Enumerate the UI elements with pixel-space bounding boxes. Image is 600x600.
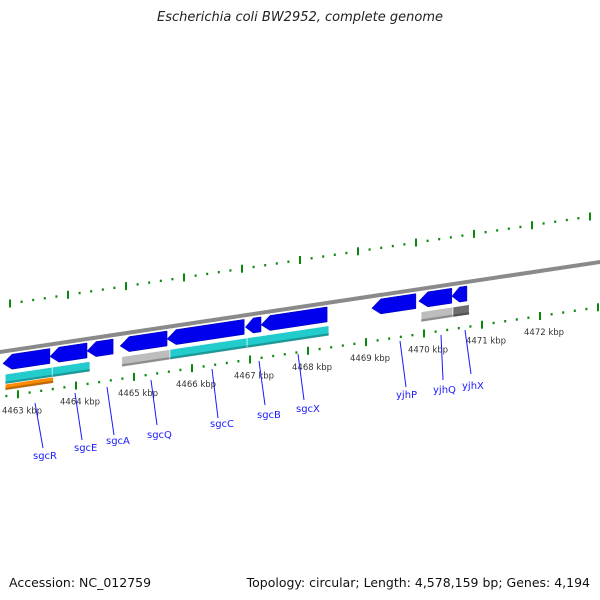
gene-bar-shadow [5, 380, 54, 391]
cds-track [2, 285, 468, 370]
tick-label: 4463 kbp [2, 406, 42, 416]
tick-label: 4469 kbp [350, 354, 390, 364]
gene-label-sgcq: sgcQ [147, 430, 172, 441]
gene-label-sgca: sgcA [106, 436, 130, 447]
cds-arrow-sgcr [2, 348, 51, 370]
accession-text: Accession: NC_012759 [9, 575, 152, 590]
tick-label: 4464 kbp [60, 398, 100, 408]
gene-bar-shadow [121, 357, 170, 367]
cds-arrow-sgce [49, 342, 88, 363]
gene-bar-shadow [453, 312, 470, 318]
gene-bar [452, 304, 470, 318]
leader-line [464, 329, 472, 375]
cds-arrow-sgcb [244, 316, 262, 334]
leader-line [399, 340, 407, 388]
tick-label: 4472 kbp [524, 328, 564, 338]
cds-arrow-yjhx [451, 285, 468, 303]
gene-bar-shadow [169, 345, 248, 360]
gene-label-yjhp: yjhP [396, 390, 417, 401]
cds-arrow-sgcq [119, 330, 168, 352]
tick-label: 4471 kbp [466, 337, 506, 347]
leader-line [34, 402, 44, 449]
gene-bar-shadow [421, 314, 453, 322]
gene-label-sgcr: sgcR [33, 451, 57, 462]
leader-line [440, 334, 444, 381]
outer-ruler [9, 212, 591, 308]
leader-line [258, 360, 266, 406]
gene-bar-shadow [247, 333, 329, 348]
tick-label: 4466 kbp [176, 380, 216, 390]
leader-line [106, 386, 115, 436]
topology-text: Topology: circular; Length: 4,578,159 bp… [246, 575, 590, 590]
gene-label-sgce: sgcE [74, 443, 97, 454]
gene-bar [51, 361, 91, 378]
gene-labels: sgcR sgcE sgcA sgcQ sgcC sgcB sgcX yjhP yjhQ yjhX [33, 329, 484, 462]
inner-ruler: 4463 kbp 4464 kbp 4465 kbp 4466 kbp 4467 kbp… [2, 303, 599, 416]
cds-arrow-sgca [86, 338, 114, 357]
tick-label: 4468 kbp [292, 363, 332, 373]
gene-label-yjhx: yjhX [462, 381, 484, 392]
leader-line [297, 353, 305, 401]
gene-bar [246, 325, 330, 349]
cds-arrow-sgcx [260, 306, 328, 331]
gene-bar [4, 376, 54, 391]
gene-track [4, 304, 470, 391]
gene-bar-shadow [5, 374, 53, 385]
cds-arrow-yjhp [371, 293, 417, 315]
cds-arrow-sgcc [166, 319, 245, 345]
gene-label-yjhq: yjhQ [433, 385, 456, 396]
gene-label-sgcx: sgcX [296, 404, 320, 415]
genome-backbone [0, 259, 600, 355]
leader-line [150, 379, 158, 426]
gene-label-sgcc: sgcC [210, 419, 234, 430]
gene-label-sgcb: sgcB [257, 410, 281, 421]
leader-line [211, 368, 219, 419]
tick-label: 4470 kbp [408, 345, 448, 355]
leader-line [74, 392, 83, 441]
map-title: Escherichia coli BW2952, complete genome [157, 10, 443, 25]
tick-label: 4465 kbp [118, 389, 158, 399]
tick-label: 4467 kbp [234, 372, 274, 382]
cds-arrow-yjhq [418, 287, 453, 308]
gene-bar-shadow [52, 369, 90, 378]
